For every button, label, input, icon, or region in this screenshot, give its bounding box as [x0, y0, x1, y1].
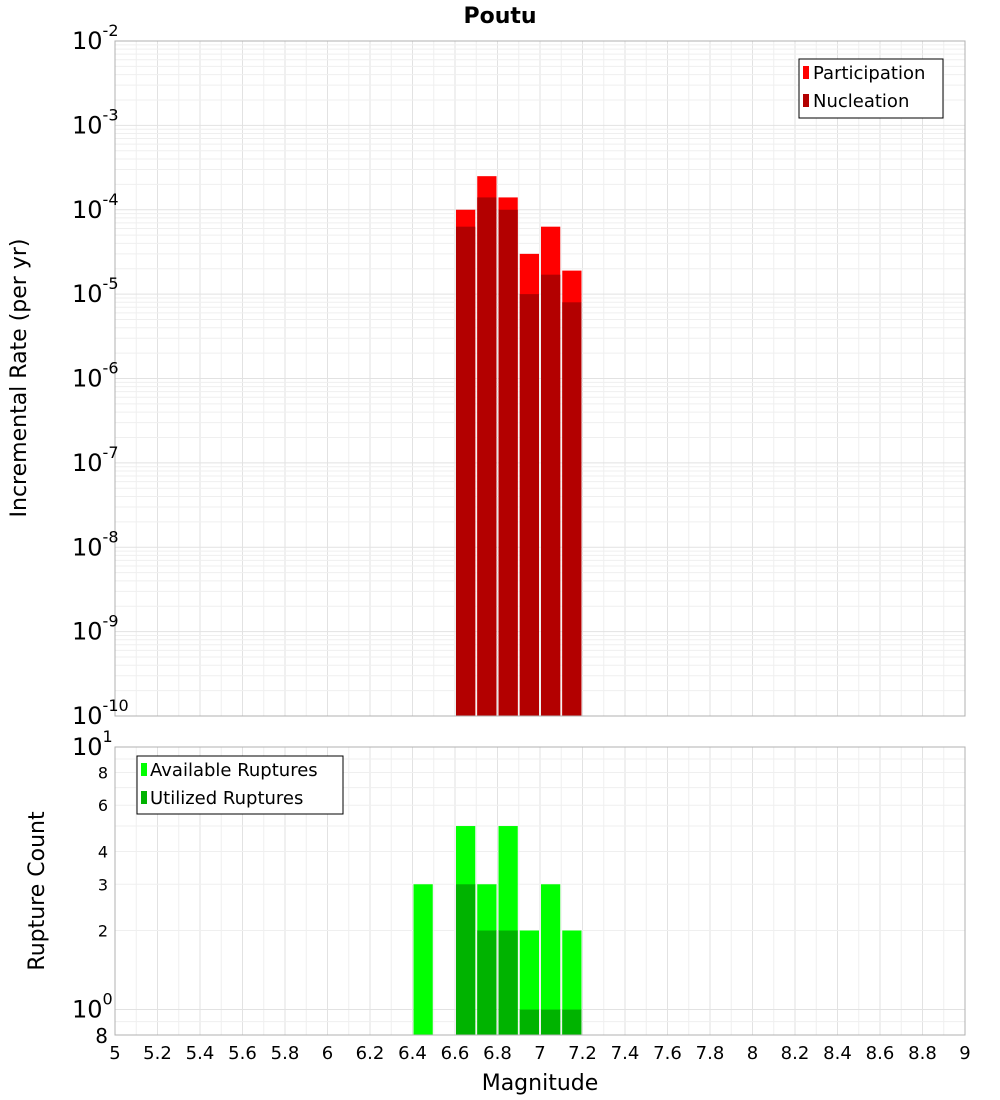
y-tick-label: 4	[98, 842, 108, 861]
x-tick-label: 7.6	[653, 1043, 682, 1064]
legend-swatch-nucleation	[803, 94, 809, 107]
bottom-bars	[413, 826, 582, 1035]
y-tick-label: 101	[72, 727, 113, 761]
y-tick-label: 8	[98, 763, 108, 782]
bar-available-ruptures	[562, 930, 582, 1035]
legend-label-participation: Participation	[813, 63, 925, 84]
y-tick-label: 3	[98, 875, 108, 894]
y-tick-label: 10-3	[72, 105, 119, 139]
legend-label-available-ruptures: Available Ruptures	[150, 760, 318, 781]
bar-utilized-ruptures	[519, 1009, 539, 1035]
chart-title: Poutu	[463, 4, 536, 29]
y-tick-label: 100	[72, 990, 113, 1024]
legend-swatch-available-ruptures	[141, 763, 147, 776]
x-axis-label: Magnitude	[482, 1071, 599, 1096]
x-tick-label: 8.4	[823, 1043, 852, 1064]
x-tick-label: 6.6	[441, 1043, 470, 1064]
x-tick-label: 7.2	[568, 1043, 597, 1064]
y-tick-label: 10-4	[72, 190, 119, 224]
x-tick-label: 5.8	[271, 1043, 300, 1064]
bar-utilized-ruptures	[562, 1009, 582, 1035]
y-tick-label: 8	[95, 1024, 108, 1048]
bottom-legend: Available Ruptures Utilized Ruptures	[136, 755, 344, 815]
bottom-y-axis-label: Rupture Count	[25, 811, 50, 971]
x-tick-label: 6.8	[483, 1043, 512, 1064]
bar-nucleation	[562, 302, 582, 716]
x-tick-label: 5.6	[228, 1043, 257, 1064]
bottom-plot-border	[114, 746, 966, 1036]
x-tick-label: 8.8	[908, 1043, 937, 1064]
bar-nucleation	[498, 209, 518, 716]
legend-label-nucleation: Nucleation	[813, 91, 909, 112]
x-tick-label: 5.2	[143, 1043, 172, 1064]
bar-utilized-ruptures	[498, 930, 518, 1035]
bottom-legend-box	[136, 755, 344, 815]
y-tick-label: 10-10	[72, 696, 129, 730]
y-tick-label: 10-2	[72, 21, 119, 55]
top-plot-border	[114, 40, 966, 717]
y-tick-label: 10-7	[72, 443, 119, 477]
bar-utilized-ruptures	[541, 1009, 561, 1035]
y-tick-label: 6	[98, 796, 108, 815]
y-tick-label: 10-6	[72, 359, 119, 393]
x-tick-label: 9	[959, 1043, 970, 1064]
y-tick-label: 10-9	[72, 612, 119, 646]
top-gridlines	[114, 40, 966, 717]
x-tick-label: 6	[322, 1043, 333, 1064]
x-tick-label: 5	[109, 1043, 120, 1064]
top-legend: Participation Nucleation	[798, 58, 944, 119]
bar-available-ruptures	[413, 884, 433, 1035]
x-tick-label: 6.2	[356, 1043, 385, 1064]
top-y-axis-label: Incremental Rate (per yr)	[7, 239, 32, 518]
legend-swatch-participation	[803, 66, 809, 79]
bar-utilized-ruptures	[456, 884, 476, 1035]
legend-swatch-utilized-ruptures	[141, 791, 147, 804]
x-tick-label: 8	[747, 1043, 758, 1064]
bar-nucleation	[519, 294, 539, 717]
x-tick-labels: 5 5.2 5.4 5.6 5.8 6 6.2 6.4 6.6 6.8 7 7.2 7.4 7.6 7.8 8…	[109, 1043, 970, 1064]
bar-nucleation	[541, 274, 561, 716]
x-tick-label: 7.8	[696, 1043, 725, 1064]
bar-utilized-ruptures	[477, 930, 497, 1035]
y-tick-label: 10-8	[72, 527, 119, 561]
x-tick-label: 7.4	[611, 1043, 640, 1064]
bar-available-ruptures	[541, 884, 561, 1035]
x-tick-label: 6.4	[398, 1043, 427, 1064]
y-tick-label: 10-5	[72, 274, 119, 308]
top-panel: 10-2 10-3 10-4 10-5 10-6 10-7 10-8 10-9 10-10 In…	[7, 21, 966, 730]
bar-nucleation	[477, 197, 497, 717]
bar-available-ruptures	[519, 930, 539, 1035]
x-tick-label: 5.4	[186, 1043, 215, 1064]
bar-nucleation	[456, 226, 476, 716]
top-bars	[456, 176, 582, 717]
x-tick-label: 8.6	[866, 1043, 895, 1064]
y-tick-label: 2	[98, 922, 108, 941]
x-tick-label: 7	[534, 1043, 545, 1064]
x-tick-label: 8.2	[781, 1043, 810, 1064]
legend-label-utilized-ruptures: Utilized Ruptures	[150, 788, 303, 809]
top-y-tick-labels: 10-2 10-3 10-4 10-5 10-6 10-7 10-8 10-9 10-10	[72, 21, 129, 730]
top-legend-box	[798, 58, 944, 119]
